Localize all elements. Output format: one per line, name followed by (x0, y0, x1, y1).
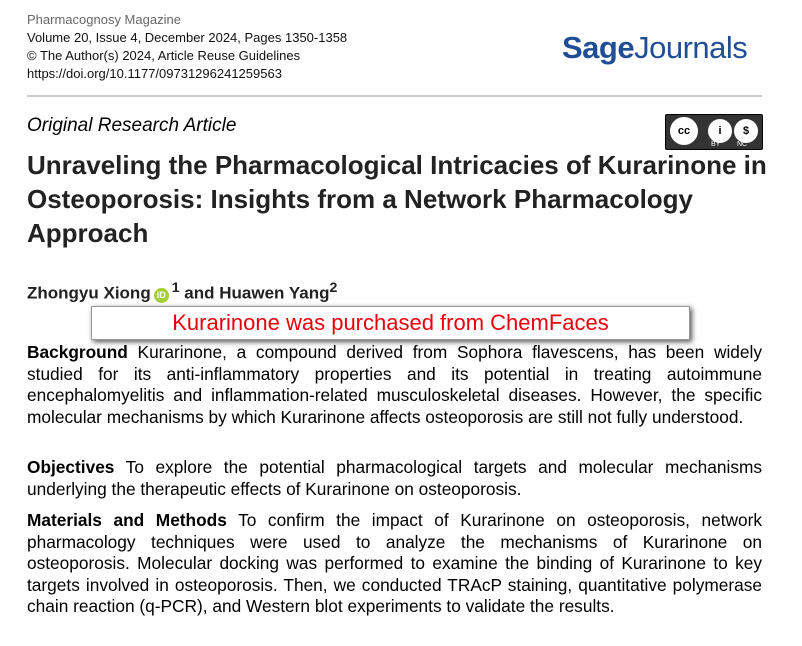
affiliation-1: 1 (171, 280, 180, 296)
article-title: Unraveling the Pharmacological Intricaci… (27, 150, 767, 248)
author-1[interactable]: Zhongyu Xiong (27, 283, 151, 303)
section-text: To confirm the impact of Kurarinone on o… (27, 510, 762, 616)
abstract-methods: Materials and Methods To confirm the imp… (27, 510, 762, 618)
article-type: Original Research Article (27, 115, 237, 136)
nc-icon: $ (734, 119, 758, 143)
author-2[interactable]: and Huawen Yang (179, 283, 330, 303)
authors: Zhongyu Xiong iD 1 and Huawen Yang2 (27, 280, 337, 304)
cc-license-badge[interactable]: cc i $ BY NC (665, 114, 763, 150)
logo-part2: Journals (634, 30, 748, 65)
section-text: Kurarinone, a compound derived from Soph… (27, 342, 762, 427)
by-icon: i (708, 119, 732, 143)
cc-icon: cc (670, 117, 698, 145)
orcid-icon[interactable]: iD (153, 287, 169, 303)
section-heading: Background (27, 342, 128, 362)
notice-overlay: Kurarinone was purchased from ChemFaces (91, 306, 690, 340)
doi-link[interactable]: https://doi.org/10.1177/0973129624125956… (27, 66, 282, 81)
logo-part1: Sage (562, 30, 635, 65)
affiliation-2: 2 (329, 280, 338, 296)
journal-name: Pharmacognosy Magazine (27, 12, 181, 27)
abstract-background: Background Kurarinone, a compound derive… (27, 342, 762, 428)
notice-text: Kurarinone was purchased from ChemFaces (172, 310, 609, 335)
nc-label: NC (737, 141, 748, 148)
by-label: BY (711, 141, 721, 148)
divider (27, 95, 762, 97)
issue-info: Volume 20, Issue 4, December 2024, Pages… (27, 30, 348, 45)
copyright: © The Author(s) 2024, Article Reuse Guid… (27, 48, 301, 63)
sage-journals-logo: SageJournals (562, 30, 748, 66)
section-heading: Materials and Methods (27, 510, 227, 530)
section-text: To explore the potential pharmacological… (27, 457, 762, 499)
article-meta: Pharmacognosy Magazine Volume 20, Issue … (27, 11, 347, 83)
abstract-objectives: Objectives To explore the potential phar… (27, 457, 762, 500)
section-heading: Objectives (27, 457, 115, 477)
